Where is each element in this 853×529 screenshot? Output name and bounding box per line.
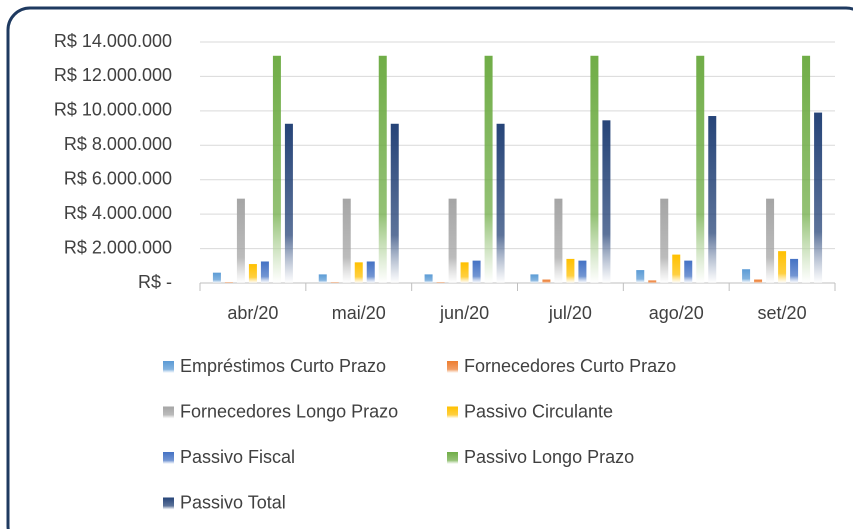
bar <box>602 120 611 283</box>
x-tick-label: abr/20 <box>227 303 278 323</box>
bar <box>496 123 505 284</box>
legend-marker <box>163 406 174 419</box>
bar <box>636 270 645 283</box>
bar <box>272 55 281 284</box>
x-tick-label: set/20 <box>758 303 807 323</box>
bar <box>436 282 445 283</box>
legend-label: Fornecedores Curto Prazo <box>464 356 676 376</box>
bar <box>448 198 457 283</box>
bar <box>814 112 823 283</box>
bar <box>342 198 351 283</box>
bar <box>378 55 387 284</box>
bar <box>236 198 245 283</box>
bar <box>660 198 669 283</box>
bar <box>212 272 221 283</box>
bar <box>590 55 599 284</box>
bar <box>742 269 751 283</box>
legend-marker <box>163 452 174 464</box>
bar <box>566 258 575 283</box>
bar <box>790 258 799 283</box>
y-tick-label: R$ 8.000.000 <box>64 134 172 154</box>
legend-marker <box>447 406 458 419</box>
legend-label: Passivo Fiscal <box>180 447 295 467</box>
legend-label: Passivo Circulante <box>464 401 613 421</box>
bar <box>260 261 269 283</box>
legend-marker <box>447 361 458 373</box>
bar <box>578 260 587 283</box>
bar <box>648 280 657 283</box>
bar <box>684 260 693 283</box>
y-tick-label: R$ - <box>138 272 172 292</box>
y-tick-label: R$ 12.000.000 <box>54 65 172 85</box>
bar <box>224 282 233 283</box>
bar <box>354 262 363 283</box>
legend-marker <box>163 497 174 510</box>
y-tick-label: R$ 4.000.000 <box>64 203 172 223</box>
bar <box>778 251 787 283</box>
y-tick-label: R$ 10.000.000 <box>54 100 172 120</box>
bar <box>696 55 705 284</box>
bar <box>754 279 763 283</box>
x-tick-label: ago/20 <box>649 303 704 323</box>
bar <box>318 274 327 283</box>
bar <box>802 55 811 284</box>
y-tick-label: R$ 2.000.000 <box>64 237 172 257</box>
bar <box>672 254 681 283</box>
legend-marker <box>163 361 174 373</box>
legend-label: Empréstimos Curto Prazo <box>180 356 386 376</box>
bar <box>708 116 717 284</box>
legend-label: Passivo Total <box>180 492 286 512</box>
legend-marker <box>447 452 458 464</box>
y-tick-label: R$ 14.000.000 <box>54 31 172 51</box>
bar <box>366 261 375 283</box>
bar <box>542 279 551 283</box>
bar <box>484 55 493 284</box>
x-tick-label: jul/20 <box>548 303 592 323</box>
bar <box>424 274 433 283</box>
bar <box>248 264 257 283</box>
y-tick-label: R$ 6.000.000 <box>64 168 172 188</box>
bar <box>390 123 399 284</box>
legend-label: Fornecedores Longo Prazo <box>180 401 398 421</box>
bar <box>284 123 293 284</box>
x-tick-label: jun/20 <box>439 303 489 323</box>
bar <box>554 198 563 283</box>
chart-frame <box>6 6 853 529</box>
legend-label: Passivo Longo Prazo <box>464 447 634 467</box>
bar <box>472 260 481 283</box>
bar <box>766 198 775 283</box>
bar <box>330 282 339 283</box>
bar <box>530 274 539 283</box>
bar <box>460 262 469 283</box>
x-tick-label: mai/20 <box>332 303 386 323</box>
